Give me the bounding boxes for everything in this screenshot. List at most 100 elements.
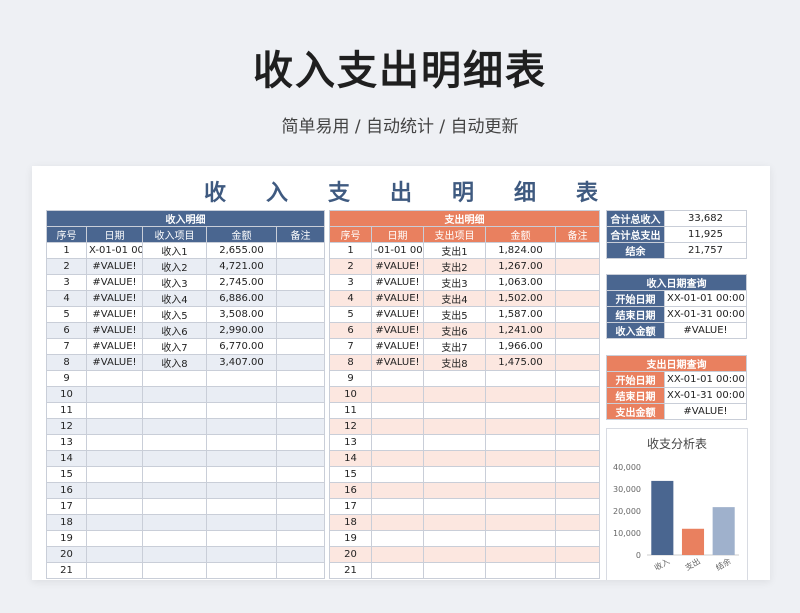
- income-cell[interactable]: [142, 562, 207, 579]
- income-cell[interactable]: [86, 402, 143, 419]
- income-cell[interactable]: [86, 562, 143, 579]
- expense-cell[interactable]: 18: [329, 514, 372, 531]
- bar-0[interactable]: [651, 480, 674, 555]
- income-cell[interactable]: 14: [46, 450, 87, 467]
- income-cell[interactable]: 18: [46, 514, 87, 531]
- expense-cell[interactable]: 13: [329, 434, 372, 451]
- expense-cell[interactable]: 7: [329, 338, 372, 355]
- expense-cell[interactable]: 1: [329, 242, 372, 259]
- income-cell[interactable]: 4: [46, 290, 87, 307]
- income-cell[interactable]: [276, 546, 325, 563]
- expense-cell[interactable]: [423, 498, 486, 515]
- income-cell[interactable]: [206, 386, 277, 403]
- income-cell[interactable]: 13: [46, 434, 87, 451]
- income-cell[interactable]: [86, 434, 143, 451]
- expense-cell[interactable]: [485, 514, 556, 531]
- income-cell[interactable]: 收入5: [142, 306, 207, 323]
- income-cell[interactable]: [142, 466, 207, 483]
- income-cell[interactable]: 17: [46, 498, 87, 515]
- income-cell[interactable]: 收入8: [142, 354, 207, 371]
- expense-cell[interactable]: [555, 274, 600, 291]
- expense-cell[interactable]: 6: [329, 322, 372, 339]
- bar-2[interactable]: [712, 507, 735, 555]
- expense-cell[interactable]: [423, 530, 486, 547]
- expense-cell[interactable]: 1,267.00: [485, 258, 556, 275]
- income-cell[interactable]: [86, 386, 143, 403]
- income-cell[interactable]: 9: [46, 370, 87, 387]
- income-cell[interactable]: 3,407.00: [206, 354, 277, 371]
- expense-cell[interactable]: #VALUE!: [371, 258, 424, 275]
- expense-cell[interactable]: 3: [329, 274, 372, 291]
- income-cell[interactable]: 21: [46, 562, 87, 579]
- expense-cell[interactable]: 1,587.00: [485, 306, 556, 323]
- income-cell[interactable]: [276, 418, 325, 435]
- expense-cell[interactable]: [555, 466, 600, 483]
- income-cell[interactable]: [206, 546, 277, 563]
- income-cell[interactable]: 2: [46, 258, 87, 275]
- income-cell[interactable]: 收入6: [142, 322, 207, 339]
- income-cell[interactable]: 3,508.00: [206, 306, 277, 323]
- expense-cell[interactable]: 1,475.00: [485, 354, 556, 371]
- income-cell[interactable]: [86, 482, 143, 499]
- income_query-value[interactable]: XX-01-01 00:00:00: [664, 290, 747, 307]
- expense-cell[interactable]: [555, 418, 600, 435]
- expense-cell[interactable]: [485, 466, 556, 483]
- expense-cell[interactable]: [485, 498, 556, 515]
- expense-cell[interactable]: -01-01 00:0: [371, 242, 424, 259]
- expense-cell[interactable]: 支出2: [423, 258, 486, 275]
- expense-cell[interactable]: 20: [329, 546, 372, 563]
- income-cell[interactable]: 8: [46, 354, 87, 371]
- expense-cell[interactable]: [555, 562, 600, 579]
- expense-cell[interactable]: 8: [329, 354, 372, 371]
- income-cell[interactable]: [142, 546, 207, 563]
- income-cell[interactable]: [206, 482, 277, 499]
- income-cell[interactable]: [206, 562, 277, 579]
- income-cell[interactable]: #VALUE!: [86, 290, 143, 307]
- income-cell[interactable]: #VALUE!: [86, 322, 143, 339]
- expense-cell[interactable]: [555, 498, 600, 515]
- expense-cell[interactable]: [485, 482, 556, 499]
- expense-cell[interactable]: #VALUE!: [371, 354, 424, 371]
- income-cell[interactable]: 12: [46, 418, 87, 435]
- income-cell[interactable]: [142, 434, 207, 451]
- income-cell[interactable]: 2,745.00: [206, 274, 277, 291]
- income_query-value[interactable]: #VALUE!: [664, 322, 747, 339]
- income-cell[interactable]: [142, 498, 207, 515]
- income-cell[interactable]: [276, 402, 325, 419]
- expense-cell[interactable]: 支出7: [423, 338, 486, 355]
- income-cell[interactable]: [276, 482, 325, 499]
- income-cell[interactable]: [206, 466, 277, 483]
- income-cell[interactable]: 16: [46, 482, 87, 499]
- expense-cell[interactable]: 9: [329, 370, 372, 387]
- expense-cell[interactable]: 15: [329, 466, 372, 483]
- expense-cell[interactable]: [371, 386, 424, 403]
- income-cell[interactable]: [276, 498, 325, 515]
- expense-cell[interactable]: [555, 434, 600, 451]
- summary-value[interactable]: 21,757: [664, 242, 747, 259]
- income-cell[interactable]: [206, 450, 277, 467]
- expense-cell[interactable]: [485, 562, 556, 579]
- expense-cell[interactable]: [555, 386, 600, 403]
- income-cell[interactable]: 4,721.00: [206, 258, 277, 275]
- income-cell[interactable]: [86, 498, 143, 515]
- income-cell[interactable]: [276, 562, 325, 579]
- expense-cell[interactable]: [555, 482, 600, 499]
- income-cell[interactable]: [86, 370, 143, 387]
- expense-cell[interactable]: [555, 354, 600, 371]
- income-cell[interactable]: [142, 450, 207, 467]
- income-cell[interactable]: [86, 466, 143, 483]
- expense_query-value[interactable]: XX-01-31 00:00:00: [664, 387, 747, 404]
- expense-cell[interactable]: [371, 514, 424, 531]
- income-cell[interactable]: [276, 258, 325, 275]
- income-cell[interactable]: [276, 466, 325, 483]
- expense-cell[interactable]: [485, 370, 556, 387]
- expense-cell[interactable]: [485, 546, 556, 563]
- income-cell[interactable]: [206, 498, 277, 515]
- expense-cell[interactable]: [555, 546, 600, 563]
- expense-cell[interactable]: 19: [329, 530, 372, 547]
- income-cell[interactable]: [142, 482, 207, 499]
- income-cell[interactable]: [142, 418, 207, 435]
- expense-cell[interactable]: [423, 466, 486, 483]
- expense-cell[interactable]: 10: [329, 386, 372, 403]
- expense-cell[interactable]: 17: [329, 498, 372, 515]
